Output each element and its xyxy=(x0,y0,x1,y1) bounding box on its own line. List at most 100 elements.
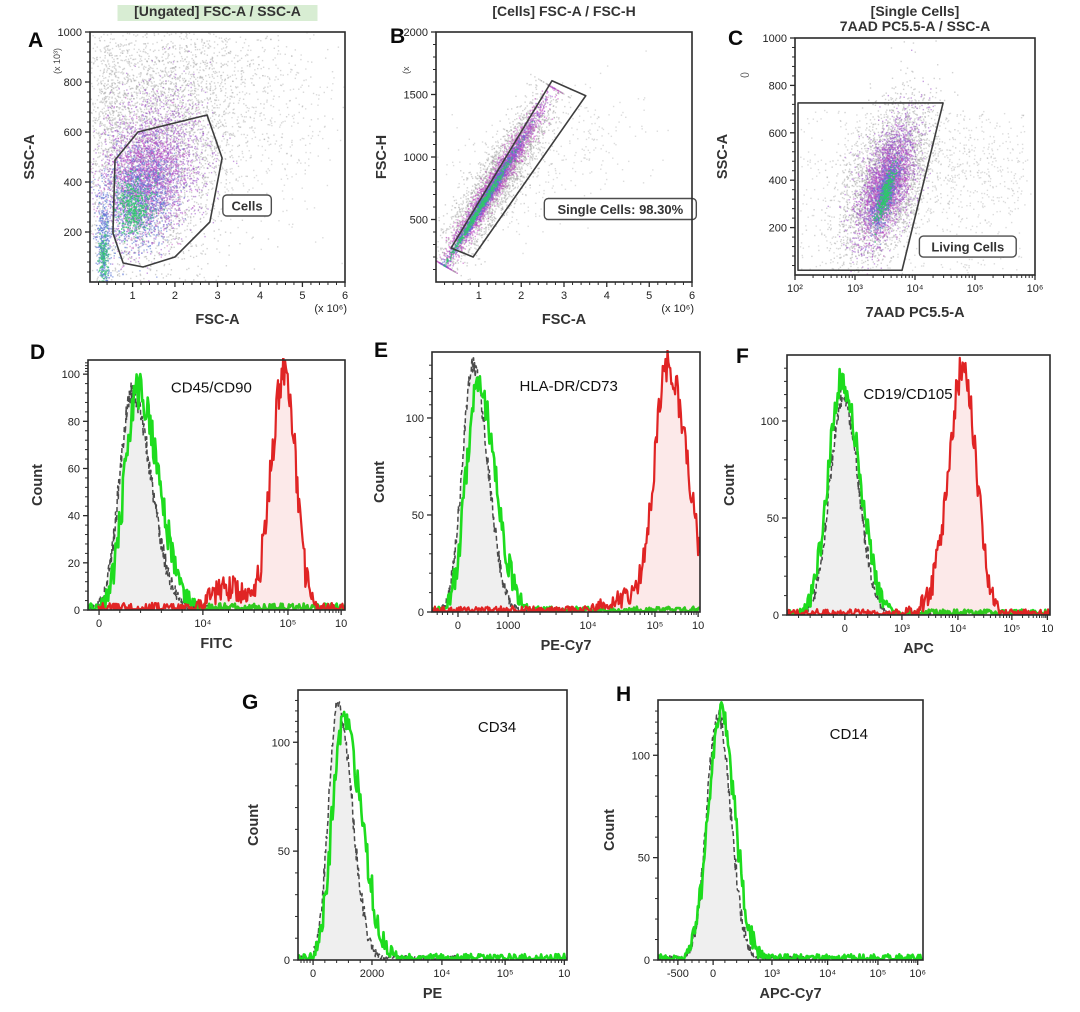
svg-text:5: 5 xyxy=(646,290,652,302)
panel-h-label: H xyxy=(616,683,632,706)
panel-c-plot-svg: Living Cells 10² 10³ 10⁴ 10⁵ 10⁶ 200 400 600 800 1… xyxy=(715,3,1044,321)
series-red-filled xyxy=(432,350,700,612)
svg-text:[Ungated] FSC-A / SSC-A: [Ungated] FSC-A / SSC-A xyxy=(134,3,301,19)
svg-text:(x: (x xyxy=(401,66,411,74)
svg-text:2: 2 xyxy=(172,290,178,302)
svg-text:1000: 1000 xyxy=(404,152,428,164)
svg-text:10³: 10³ xyxy=(847,283,863,295)
svg-text:10⁶: 10⁶ xyxy=(1027,283,1044,295)
svg-text:50: 50 xyxy=(412,510,424,522)
annotation-cd14: CD14 xyxy=(830,726,868,743)
svg-text:APC: APC xyxy=(903,641,934,657)
svg-text:10: 10 xyxy=(1041,623,1053,635)
panel-b-plot-svg: Single Cells: 98.30% 1 2 3 4 5 6 500 1000 1500 200… xyxy=(374,3,698,328)
svg-text:50: 50 xyxy=(638,853,650,865)
svg-text:10⁴: 10⁴ xyxy=(579,620,596,632)
svg-text:0: 0 xyxy=(418,607,424,619)
series-gray-filled-dashed xyxy=(787,389,932,615)
panel-a-label: A xyxy=(28,29,44,52)
svg-text:10³: 10³ xyxy=(894,623,910,635)
panel-d-label: D xyxy=(30,341,46,364)
svg-text:[Single Cells]: [Single Cells] xyxy=(871,3,960,19)
svg-text:10⁴: 10⁴ xyxy=(194,618,211,630)
svg-text:10⁵: 10⁵ xyxy=(647,620,664,632)
svg-text:10⁵: 10⁵ xyxy=(1003,623,1020,635)
gate-single-cells-98-30- xyxy=(450,79,587,258)
svg-text:4: 4 xyxy=(257,290,263,302)
annotation-cd45-cd90: CD45/CD90 xyxy=(171,380,252,397)
svg-text:80: 80 xyxy=(68,416,80,428)
svg-text:2000: 2000 xyxy=(404,27,428,39)
series-gray-filled-dashed xyxy=(298,702,460,960)
panel-a-density-canvas xyxy=(90,32,345,282)
svg-text:10⁶: 10⁶ xyxy=(909,968,926,980)
svg-text:Cells: Cells xyxy=(232,199,263,214)
series-gray-filled-dashed xyxy=(658,709,817,960)
svg-text:Living Cells: Living Cells xyxy=(931,240,1004,255)
svg-text:0: 0 xyxy=(773,610,779,622)
series-gray-filled-dashed-line xyxy=(658,709,818,960)
svg-text:3: 3 xyxy=(561,290,567,302)
svg-text:10⁴: 10⁴ xyxy=(907,283,924,295)
svg-text:100: 100 xyxy=(632,750,650,762)
svg-text:20: 20 xyxy=(68,558,80,570)
svg-text:10⁴: 10⁴ xyxy=(433,968,450,980)
annotation-cd34: CD34 xyxy=(478,719,516,736)
gate-cells xyxy=(112,114,223,268)
svg-text:50: 50 xyxy=(767,513,779,525)
svg-text:0: 0 xyxy=(284,955,290,967)
panel-c-label: C xyxy=(728,27,744,50)
svg-text:5: 5 xyxy=(299,290,305,302)
panel-c-scatter-plot: Living Cells 10² 10³ 10⁴ 10⁵ 10⁶ 200 400 600 800 1… xyxy=(710,0,1080,348)
svg-text:(): () xyxy=(739,72,749,78)
svg-text:10⁵: 10⁵ xyxy=(280,618,297,630)
svg-text:(x 10⁶): (x 10⁶) xyxy=(661,303,694,315)
gate-living-cells xyxy=(797,102,944,272)
svg-text:0: 0 xyxy=(455,620,461,632)
svg-text:10: 10 xyxy=(335,618,347,630)
svg-text:0: 0 xyxy=(310,968,316,980)
svg-text:60: 60 xyxy=(68,463,80,475)
panel-f-label: F xyxy=(736,345,749,368)
svg-text:0: 0 xyxy=(96,618,102,630)
svg-text:600: 600 xyxy=(769,128,787,140)
svg-text:600: 600 xyxy=(64,127,82,139)
series-red-filled-line xyxy=(432,350,700,612)
svg-text:2: 2 xyxy=(518,290,524,302)
svg-text:800: 800 xyxy=(769,80,787,92)
svg-text:3: 3 xyxy=(214,290,220,302)
svg-text:1000: 1000 xyxy=(496,620,520,632)
svg-text:SSC-A: SSC-A xyxy=(715,133,731,179)
svg-text:100: 100 xyxy=(272,737,290,749)
panel-h-histogram: CD14 -500 0 10³ 10⁴ 10⁵ 10⁶ 0 50 100 APC-Cy7 Count xyxy=(590,660,960,1012)
panel-b-label: B xyxy=(390,25,406,48)
svg-text:SSC-A: SSC-A xyxy=(22,134,38,180)
svg-text:100: 100 xyxy=(761,416,779,428)
svg-text:(x 10³): (x 10³) xyxy=(52,48,62,74)
svg-text:200: 200 xyxy=(769,223,787,235)
svg-text:Count: Count xyxy=(372,461,388,503)
svg-text:APC-Cy7: APC-Cy7 xyxy=(759,986,821,1002)
series-green-outline-line xyxy=(658,701,923,960)
svg-text:1500: 1500 xyxy=(404,90,428,102)
svg-text:PE: PE xyxy=(423,986,443,1002)
svg-text:Count: Count xyxy=(30,464,46,506)
svg-text:6: 6 xyxy=(689,290,695,302)
panel-f-histogram: CD19/CD105 0 10³ 10⁴ 10⁵ 10 0 50 100 APC Count xyxy=(710,330,1080,662)
svg-text:0: 0 xyxy=(644,955,650,967)
svg-text:10²: 10² xyxy=(787,283,803,295)
svg-text:1: 1 xyxy=(130,290,136,302)
svg-text:FITC: FITC xyxy=(200,636,233,652)
svg-text:FSC-H: FSC-H xyxy=(374,135,390,179)
panel-a-scatter-plot: Cells 1 2 3 4 5 6 200 400 600 800 1000 FSC-A (x 10⁶) S… xyxy=(0,0,370,348)
svg-text:4: 4 xyxy=(604,290,610,302)
svg-text:10³: 10³ xyxy=(764,968,780,980)
svg-text:500: 500 xyxy=(410,215,428,227)
svg-text:1000: 1000 xyxy=(58,27,82,39)
panel-e-histogram: HLA-DR/CD73 0 1000 10⁴ 10⁵ 10 0 50 100 PE-Cy7 Coun… xyxy=(370,330,710,662)
svg-text:10⁴: 10⁴ xyxy=(949,623,966,635)
svg-text:400: 400 xyxy=(64,177,82,189)
